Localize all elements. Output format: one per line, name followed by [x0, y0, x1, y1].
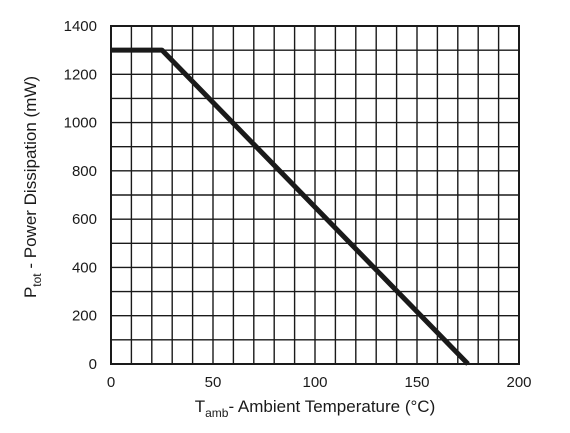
- x-tick-label: 0: [107, 374, 115, 391]
- y-tick-label: 1000: [64, 115, 97, 132]
- y-tick-labels: 0 200 400 600 800 1000 1200 1400: [64, 18, 97, 373]
- y-tick-label: 600: [72, 211, 97, 228]
- y-tick-label: 800: [72, 163, 97, 180]
- x-tick-label: 100: [302, 374, 327, 391]
- y-tick-label: 0: [89, 356, 97, 373]
- x-tick-labels: 0 50 100 150 200: [107, 374, 532, 391]
- y-axis-title-main: P: [21, 287, 40, 298]
- y-tick-label: 1400: [64, 18, 97, 35]
- x-axis-title-rest: - Ambient Temperature (°C): [228, 397, 435, 416]
- y-axis-title-subscript: tot: [30, 273, 44, 287]
- grid-lines: [110, 25, 520, 365]
- y-tick-label: 400: [72, 259, 97, 276]
- y-axis-title: Ptot - Power Dissipation (mW): [21, 76, 44, 298]
- y-axis-title-rest: - Power Dissipation (mW): [21, 76, 40, 273]
- y-tick-label: 200: [72, 308, 97, 325]
- x-tick-label: 150: [404, 374, 429, 391]
- series-line-0: [111, 47, 470, 366]
- x-axis-title-subscript: amb: [205, 406, 229, 420]
- x-tick-label: 200: [506, 374, 531, 391]
- y-tick-label: 1200: [64, 66, 97, 83]
- plot-frame: [110, 25, 520, 365]
- series-layer: [111, 47, 470, 366]
- x-tick-label: 50: [205, 374, 222, 391]
- x-axis-title: Tamb- Ambient Temperature (°C): [195, 397, 436, 420]
- x-axis-title-main: T: [195, 397, 205, 416]
